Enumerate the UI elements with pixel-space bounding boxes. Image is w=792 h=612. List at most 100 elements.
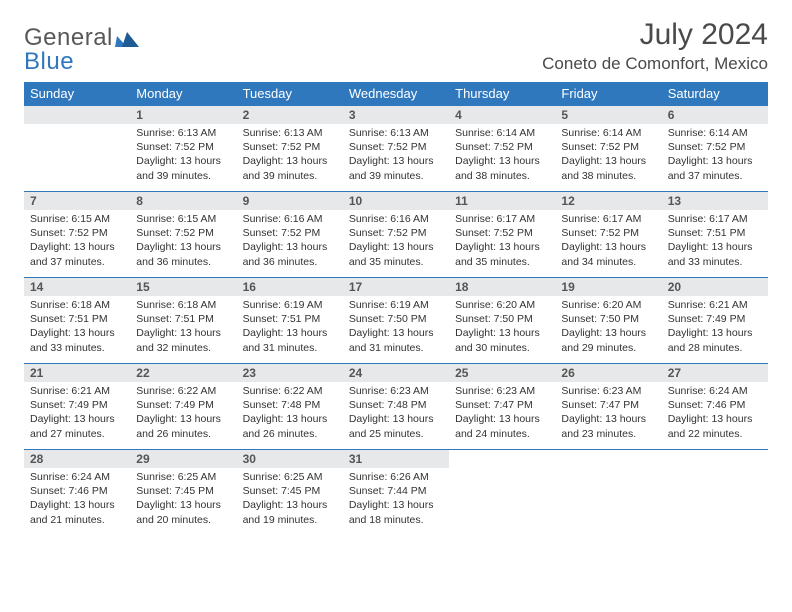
- calendar-cell: 4Sunrise: 6:14 AMSunset: 7:52 PMDaylight…: [449, 106, 555, 192]
- calendar-page: GeneralBlue July 2024 Coneto de Comonfor…: [0, 0, 792, 536]
- day-detail: Sunrise: 6:14 AMSunset: 7:52 PMDaylight:…: [662, 124, 768, 187]
- day-number: 14: [24, 278, 130, 296]
- calendar-cell: 24Sunrise: 6:23 AMSunset: 7:48 PMDayligh…: [343, 364, 449, 450]
- day-detail: Sunrise: 6:15 AMSunset: 7:52 PMDaylight:…: [24, 210, 130, 273]
- day-detail: Sunrise: 6:17 AMSunset: 7:52 PMDaylight:…: [449, 210, 555, 273]
- weekday-header: Saturday: [662, 82, 768, 106]
- calendar-cell: 20Sunrise: 6:21 AMSunset: 7:49 PMDayligh…: [662, 278, 768, 364]
- day-number: 11: [449, 192, 555, 210]
- calendar-cell: 16Sunrise: 6:19 AMSunset: 7:51 PMDayligh…: [237, 278, 343, 364]
- calendar-cell: [24, 106, 130, 192]
- day-number: 17: [343, 278, 449, 296]
- day-number: 13: [662, 192, 768, 210]
- day-detail: Sunrise: 6:21 AMSunset: 7:49 PMDaylight:…: [662, 296, 768, 359]
- calendar-cell: 3Sunrise: 6:13 AMSunset: 7:52 PMDaylight…: [343, 106, 449, 192]
- weekday-header: Friday: [555, 82, 661, 106]
- day-detail: Sunrise: 6:16 AMSunset: 7:52 PMDaylight:…: [343, 210, 449, 273]
- day-number: 22: [130, 364, 236, 382]
- day-number: 1: [130, 106, 236, 124]
- day-number: 4: [449, 106, 555, 124]
- brand-part2: Blue: [24, 48, 139, 76]
- weekday-header: Monday: [130, 82, 236, 106]
- day-detail: Sunrise: 6:13 AMSunset: 7:52 PMDaylight:…: [237, 124, 343, 187]
- page-title: July 2024: [542, 18, 768, 52]
- day-detail: Sunrise: 6:24 AMSunset: 7:46 PMDaylight:…: [662, 382, 768, 445]
- calendar-table: SundayMondayTuesdayWednesdayThursdayFrid…: [24, 82, 768, 536]
- day-detail: Sunrise: 6:20 AMSunset: 7:50 PMDaylight:…: [449, 296, 555, 359]
- brand-mark-icon: [115, 31, 139, 52]
- calendar-cell: 30Sunrise: 6:25 AMSunset: 7:45 PMDayligh…: [237, 450, 343, 536]
- day-number: 8: [130, 192, 236, 210]
- day-detail: Sunrise: 6:20 AMSunset: 7:50 PMDaylight:…: [555, 296, 661, 359]
- header: GeneralBlue July 2024 Coneto de Comonfor…: [24, 18, 768, 76]
- day-detail: Sunrise: 6:25 AMSunset: 7:45 PMDaylight:…: [237, 468, 343, 531]
- day-number: 2: [237, 106, 343, 124]
- calendar-cell: 27Sunrise: 6:24 AMSunset: 7:46 PMDayligh…: [662, 364, 768, 450]
- calendar-cell: 7Sunrise: 6:15 AMSunset: 7:52 PMDaylight…: [24, 192, 130, 278]
- location-subtitle: Coneto de Comonfort, Mexico: [542, 54, 768, 74]
- calendar-cell: 2Sunrise: 6:13 AMSunset: 7:52 PMDaylight…: [237, 106, 343, 192]
- day-detail: Sunrise: 6:24 AMSunset: 7:46 PMDaylight:…: [24, 468, 130, 531]
- calendar-cell: [662, 450, 768, 536]
- calendar-cell: 6Sunrise: 6:14 AMSunset: 7:52 PMDaylight…: [662, 106, 768, 192]
- day-number: 6: [662, 106, 768, 124]
- day-number: 31: [343, 450, 449, 468]
- day-detail: Sunrise: 6:25 AMSunset: 7:45 PMDaylight:…: [130, 468, 236, 531]
- calendar-cell: 14Sunrise: 6:18 AMSunset: 7:51 PMDayligh…: [24, 278, 130, 364]
- weekday-header: Wednesday: [343, 82, 449, 106]
- brand-logo: GeneralBlue: [24, 18, 139, 76]
- calendar-row: 14Sunrise: 6:18 AMSunset: 7:51 PMDayligh…: [24, 278, 768, 364]
- day-detail: Sunrise: 6:19 AMSunset: 7:51 PMDaylight:…: [237, 296, 343, 359]
- weekday-header: Thursday: [449, 82, 555, 106]
- calendar-cell: 21Sunrise: 6:21 AMSunset: 7:49 PMDayligh…: [24, 364, 130, 450]
- calendar-cell: 11Sunrise: 6:17 AMSunset: 7:52 PMDayligh…: [449, 192, 555, 278]
- day-detail: Sunrise: 6:23 AMSunset: 7:48 PMDaylight:…: [343, 382, 449, 445]
- day-number: 26: [555, 364, 661, 382]
- day-number: 3: [343, 106, 449, 124]
- day-number: 18: [449, 278, 555, 296]
- day-detail: Sunrise: 6:17 AMSunset: 7:52 PMDaylight:…: [555, 210, 661, 273]
- calendar-cell: 15Sunrise: 6:18 AMSunset: 7:51 PMDayligh…: [130, 278, 236, 364]
- day-detail: Sunrise: 6:22 AMSunset: 7:48 PMDaylight:…: [237, 382, 343, 445]
- day-detail: Sunrise: 6:21 AMSunset: 7:49 PMDaylight:…: [24, 382, 130, 445]
- weekday-header: Tuesday: [237, 82, 343, 106]
- calendar-cell: 18Sunrise: 6:20 AMSunset: 7:50 PMDayligh…: [449, 278, 555, 364]
- day-number: 29: [130, 450, 236, 468]
- day-detail: Sunrise: 6:23 AMSunset: 7:47 PMDaylight:…: [555, 382, 661, 445]
- calendar-cell: 28Sunrise: 6:24 AMSunset: 7:46 PMDayligh…: [24, 450, 130, 536]
- day-number: 24: [343, 364, 449, 382]
- day-number: 15: [130, 278, 236, 296]
- calendar-cell: 12Sunrise: 6:17 AMSunset: 7:52 PMDayligh…: [555, 192, 661, 278]
- day-detail: Sunrise: 6:23 AMSunset: 7:47 PMDaylight:…: [449, 382, 555, 445]
- day-detail: Sunrise: 6:18 AMSunset: 7:51 PMDaylight:…: [130, 296, 236, 359]
- day-detail: Sunrise: 6:15 AMSunset: 7:52 PMDaylight:…: [130, 210, 236, 273]
- calendar-row: 1Sunrise: 6:13 AMSunset: 7:52 PMDaylight…: [24, 106, 768, 192]
- day-detail: Sunrise: 6:14 AMSunset: 7:52 PMDaylight:…: [555, 124, 661, 187]
- day-detail: Sunrise: 6:18 AMSunset: 7:51 PMDaylight:…: [24, 296, 130, 359]
- daynum-empty: [24, 106, 130, 124]
- day-detail: Sunrise: 6:22 AMSunset: 7:49 PMDaylight:…: [130, 382, 236, 445]
- day-number: 9: [237, 192, 343, 210]
- calendar-head: SundayMondayTuesdayWednesdayThursdayFrid…: [24, 82, 768, 106]
- day-detail: Sunrise: 6:16 AMSunset: 7:52 PMDaylight:…: [237, 210, 343, 273]
- calendar-cell: 19Sunrise: 6:20 AMSunset: 7:50 PMDayligh…: [555, 278, 661, 364]
- calendar-row: 7Sunrise: 6:15 AMSunset: 7:52 PMDaylight…: [24, 192, 768, 278]
- calendar-row: 28Sunrise: 6:24 AMSunset: 7:46 PMDayligh…: [24, 450, 768, 536]
- calendar-cell: [449, 450, 555, 536]
- calendar-cell: 13Sunrise: 6:17 AMSunset: 7:51 PMDayligh…: [662, 192, 768, 278]
- day-detail: Sunrise: 6:14 AMSunset: 7:52 PMDaylight:…: [449, 124, 555, 187]
- calendar-cell: 5Sunrise: 6:14 AMSunset: 7:52 PMDaylight…: [555, 106, 661, 192]
- day-detail: Sunrise: 6:13 AMSunset: 7:52 PMDaylight:…: [130, 124, 236, 187]
- weekday-header: Sunday: [24, 82, 130, 106]
- day-number: 30: [237, 450, 343, 468]
- day-number: 23: [237, 364, 343, 382]
- day-number: 16: [237, 278, 343, 296]
- day-number: 27: [662, 364, 768, 382]
- calendar-cell: 31Sunrise: 6:26 AMSunset: 7:44 PMDayligh…: [343, 450, 449, 536]
- day-detail: Sunrise: 6:17 AMSunset: 7:51 PMDaylight:…: [662, 210, 768, 273]
- day-number: 28: [24, 450, 130, 468]
- calendar-cell: 17Sunrise: 6:19 AMSunset: 7:50 PMDayligh…: [343, 278, 449, 364]
- calendar-cell: 8Sunrise: 6:15 AMSunset: 7:52 PMDaylight…: [130, 192, 236, 278]
- day-number: 25: [449, 364, 555, 382]
- calendar-row: 21Sunrise: 6:21 AMSunset: 7:49 PMDayligh…: [24, 364, 768, 450]
